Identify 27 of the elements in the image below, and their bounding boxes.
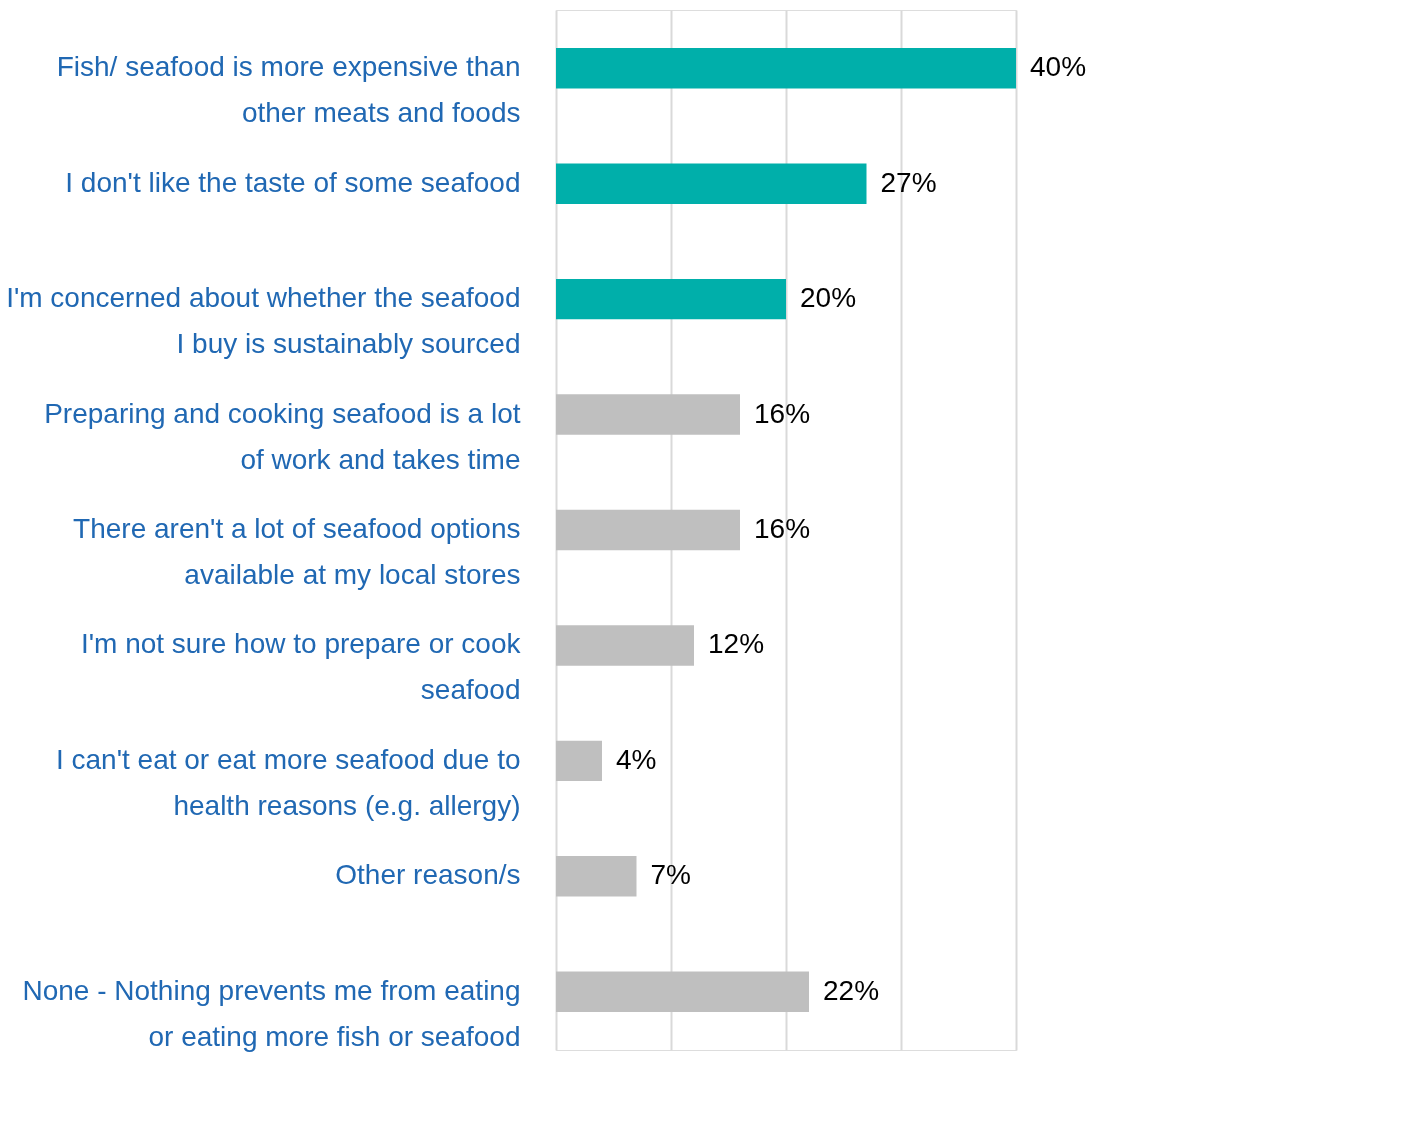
bar [556,394,740,435]
y-tick-label: I'm concerned about whether the seafood I buy is sustainably sourced [6,282,521,360]
y-tick-label: Fish/ seafood is more expensive than other meats and foods [56,51,521,129]
data-label: 40% [1030,51,1087,83]
data-label: 7% [650,859,691,891]
y-tick-label: There aren't a lot of seafood options available at my local stores [73,513,521,590]
y-tick-label: I don't like the taste of some seafood [65,166,521,198]
data-label: 27% [880,166,937,198]
y-tick-label: None - Nothing prevents me from eating or eating more fish or seafood [22,974,521,1052]
data-label: 16% [754,513,811,544]
bar [556,163,867,204]
data-label: 22% [823,974,880,1006]
y-tick-label: I can't eat or eat more seafood due to health reasons (e.g. allergy) [55,743,521,821]
data-label: 12% [708,628,765,660]
y-tick-label: I'm not sure how to prepare or cook seafood [80,628,522,706]
data-label: 20% [800,282,857,314]
bar [556,971,809,1012]
bar [556,625,694,666]
data-label: 4% [616,743,657,775]
bar [556,509,740,551]
bar [556,740,602,782]
bar [556,48,1016,89]
data-label: 16% [754,397,811,429]
y-tick-label: Other reason/s [335,859,521,891]
y-tick-label: Preparing and cooking seafood is a lot of work and takes time [44,397,521,475]
bar [556,856,637,897]
bar [556,278,786,320]
